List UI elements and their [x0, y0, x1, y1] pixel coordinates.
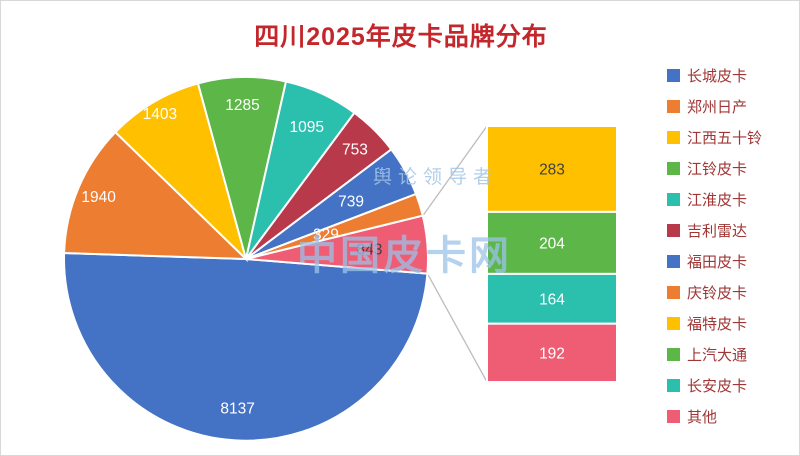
pie-value-label: 753: [342, 142, 368, 159]
legend-label: 郑州日产: [687, 99, 748, 116]
legend-label: 上汽大通: [687, 347, 748, 364]
legend-swatch: [667, 131, 680, 144]
connector-line-top: [422, 125, 488, 217]
legend-swatch: [667, 162, 680, 175]
legend-swatch: [667, 317, 680, 330]
bar-segment-上汽大通: [486, 210, 618, 275]
pie-value-label: 739: [338, 193, 364, 210]
chart-title: 四川2025年皮卡品牌分布: [254, 23, 548, 51]
legend-swatch: [667, 193, 680, 206]
chart-legend: 长城皮卡郑州日产江西五十铃江铃皮卡江淮皮卡吉利雷达福田皮卡庆铃皮卡福特皮卡上汽大…: [667, 65, 762, 427]
legend-item: 上汽大通: [667, 344, 762, 365]
legend-label: 其他: [687, 409, 718, 426]
legend-label: 江铃皮卡: [687, 161, 748, 178]
legend-label: 吉利雷达: [687, 223, 748, 240]
legend-item: 郑州日产: [667, 96, 762, 117]
legend-label: 江淮皮卡: [687, 192, 748, 209]
pie-value-label: 8137: [220, 401, 254, 418]
legend-label: 庆铃皮卡: [687, 285, 748, 302]
pie-slice-郑州日产: [63, 130, 249, 261]
legend-label: 福田皮卡: [687, 254, 748, 271]
legend-item: 江铃皮卡: [667, 158, 762, 179]
legend-label: 长城皮卡: [687, 68, 748, 85]
legend-swatch: [667, 69, 680, 82]
legend-swatch: [667, 348, 680, 361]
pie-slice-长城皮卡: [63, 251, 429, 442]
legend-label: 长安皮卡: [687, 378, 748, 395]
legend-swatch: [667, 379, 680, 392]
legend-swatch: [667, 224, 680, 237]
legend-item: 吉利雷达: [667, 220, 762, 241]
legend-swatch: [667, 255, 680, 268]
legend-item: 福田皮卡: [667, 251, 762, 272]
pie-value-label: 1403: [143, 106, 177, 123]
legend-item: 江淮皮卡: [667, 189, 762, 210]
pie-value-label: 1095: [289, 119, 323, 136]
legend-swatch: [667, 286, 680, 299]
bar-value-label: 204: [539, 235, 565, 252]
bar-segment-其他: [486, 322, 618, 384]
legend-item: 福特皮卡: [667, 313, 762, 334]
legend-item: 江西五十铃: [667, 127, 762, 148]
legend-item: 其他: [667, 406, 762, 427]
connector-line-bottom: [426, 273, 488, 383]
legend-item: 长安皮卡: [667, 375, 762, 396]
legend-swatch: [667, 410, 680, 423]
bar-value-label: 192: [539, 345, 565, 362]
legend-item: 长城皮卡: [667, 65, 762, 86]
pie-slice-combined-other: [245, 214, 429, 275]
bar-value-label: 164: [539, 291, 565, 308]
pie-value-label: 1285: [225, 97, 259, 114]
bar-value-label: 283: [539, 162, 565, 179]
pie-slice-江西五十铃: [113, 82, 248, 263]
bar-segment-福特皮卡: [486, 125, 618, 213]
legend-label: 福特皮卡: [687, 316, 748, 333]
legend-swatch: [667, 100, 680, 113]
pie-value-label: 1940: [81, 189, 116, 206]
pie-value-label: 843: [356, 242, 382, 259]
legend-label: 江西五十铃: [687, 130, 763, 147]
bar-segment-长安皮卡: [486, 272, 618, 325]
legend-item: 庆铃皮卡: [667, 282, 762, 303]
